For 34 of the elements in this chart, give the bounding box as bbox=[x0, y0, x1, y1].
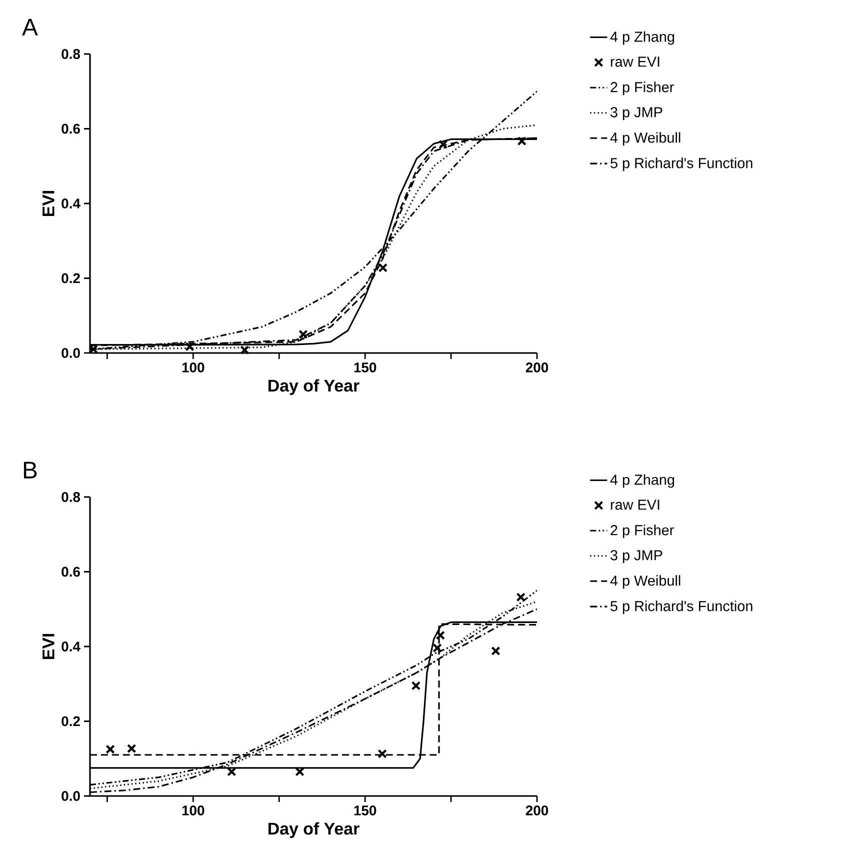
chart-title: B bbox=[24, 462, 37, 478]
y-tick-label: 0.2 bbox=[62, 716, 80, 726]
legend-label: 2 p Fisher bbox=[610, 82, 674, 96]
x-tick-label: 150 bbox=[354, 806, 376, 816]
x-tick-label: 150 bbox=[354, 362, 376, 372]
x-tick-label: 100 bbox=[182, 806, 204, 816]
y-tick-label: 0.0 bbox=[62, 348, 80, 358]
x-tick-label: 100 bbox=[182, 362, 204, 372]
legend-label: 4 p Weibull bbox=[610, 132, 680, 146]
y-tick-label: 0.6 bbox=[62, 124, 80, 134]
y-tick-label: 0.4 bbox=[62, 642, 80, 652]
legend-label: 5 p Richard's Function bbox=[610, 600, 752, 614]
y-tick-label: 0.6 bbox=[62, 566, 80, 577]
x-tick-label: 200 bbox=[526, 362, 548, 372]
x-axis-title: Day of Year bbox=[268, 822, 360, 838]
y-axis-title: EVI bbox=[42, 634, 54, 660]
legend-label: raw EVI bbox=[610, 56, 660, 67]
legend-label: 5 p Richard's Function bbox=[610, 158, 752, 172]
legend-label: raw EVI bbox=[610, 500, 660, 510]
y-tick-label: 0.4 bbox=[62, 198, 80, 208]
legend-label: 4 p Zhang bbox=[610, 31, 674, 45]
y-tick-label: 0.0 bbox=[62, 791, 80, 801]
y-tick-label: 0.8 bbox=[62, 49, 80, 59]
y-tick-label: 0.8 bbox=[62, 492, 80, 502]
legend-label: 3 p JMP bbox=[610, 107, 662, 120]
chart-title: A bbox=[22, 18, 38, 36]
x-tick-label: 200 bbox=[526, 806, 548, 816]
legend-label: 4 p Zhang bbox=[610, 474, 674, 488]
y-tick-label: 0.2 bbox=[62, 273, 80, 284]
legend-label: 3 p JMP bbox=[610, 550, 662, 564]
x-axis-title: Day of Year bbox=[268, 379, 360, 396]
legend-label: 4 p Weibull bbox=[610, 575, 680, 589]
y-axis-title: EVI bbox=[42, 190, 54, 216]
legend-label: 2 p Fisher bbox=[610, 524, 674, 538]
